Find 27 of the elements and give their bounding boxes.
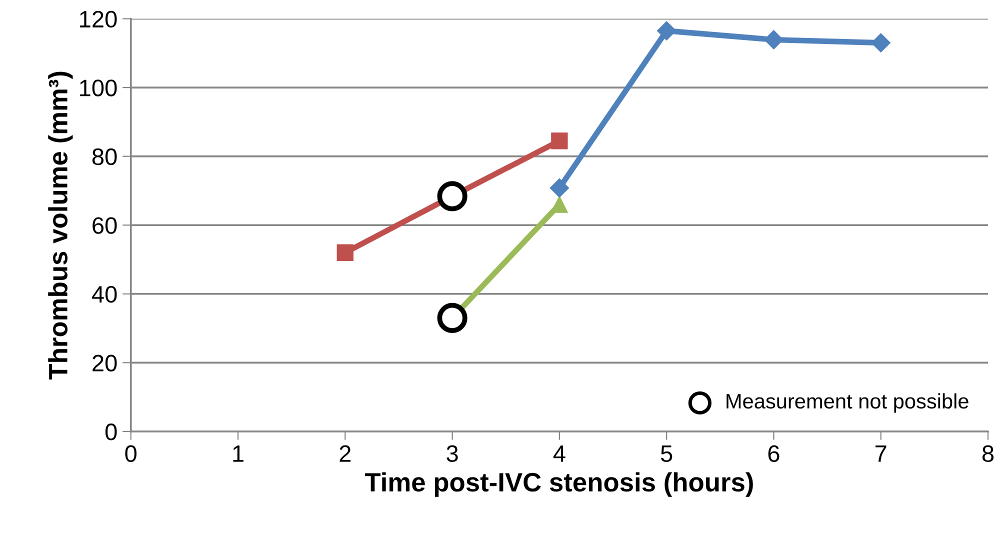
x-axis-title: Time post-IVC stenosis (hours) xyxy=(364,472,753,497)
y-axis-title: Thrombus volume (mm³) xyxy=(48,72,73,380)
point xyxy=(764,30,784,50)
x-tick-label: 1 xyxy=(233,446,244,462)
x-tick-label: 0 xyxy=(125,445,137,462)
point xyxy=(657,21,676,40)
point xyxy=(336,244,354,261)
x-tick-label: 7 xyxy=(876,446,886,462)
y-tick-label: 120 xyxy=(80,10,117,28)
x-tick-label: 4 xyxy=(553,446,566,462)
point xyxy=(871,33,890,52)
x-tick-label: 6 xyxy=(768,445,780,462)
y-tick-label: 60 xyxy=(92,217,117,234)
y-tick-label: 20 xyxy=(92,354,117,372)
x-tick-label: 5 xyxy=(660,446,672,462)
point xyxy=(437,302,468,334)
point xyxy=(551,132,568,150)
x-tick-label: 8 xyxy=(982,445,994,462)
y-tick-label: 100 xyxy=(80,80,117,96)
y-tick-label: 0 xyxy=(105,424,117,440)
y-tick-label: 80 xyxy=(92,148,117,166)
y-tick-label: 40 xyxy=(92,286,117,303)
point xyxy=(550,178,569,198)
legend-label: Measurement not possible xyxy=(726,393,968,413)
point xyxy=(437,181,468,212)
x-tick-label: 2 xyxy=(340,445,351,462)
x-tick-label: 3 xyxy=(446,445,458,462)
